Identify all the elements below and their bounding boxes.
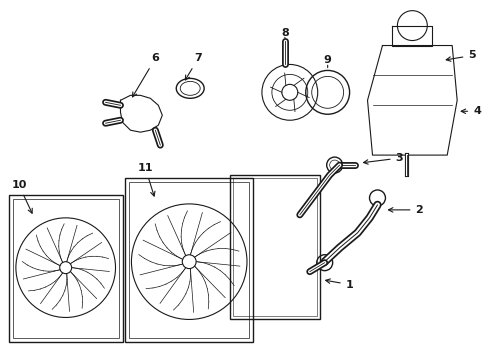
- Bar: [13, 199, 120, 338]
- Text: 5: 5: [446, 50, 476, 61]
- Bar: [125, 178, 253, 342]
- Bar: [233, 178, 317, 316]
- Text: 2: 2: [389, 205, 423, 215]
- Bar: [230, 175, 319, 319]
- Text: 4: 4: [461, 106, 481, 116]
- Text: 7: 7: [185, 54, 202, 80]
- Text: 11: 11: [138, 163, 155, 196]
- Text: 8: 8: [281, 28, 289, 37]
- Text: 3: 3: [364, 153, 403, 164]
- Bar: [129, 182, 249, 338]
- Bar: [9, 195, 123, 342]
- Text: 6: 6: [132, 54, 159, 97]
- Text: 1: 1: [326, 279, 353, 289]
- Text: 10: 10: [11, 180, 32, 213]
- Text: 9: 9: [324, 55, 332, 66]
